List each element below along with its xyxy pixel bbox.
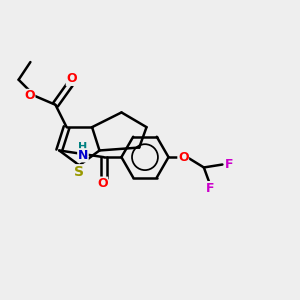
Text: F: F	[206, 182, 214, 195]
Text: O: O	[97, 177, 108, 190]
Text: O: O	[66, 72, 77, 86]
Text: F: F	[225, 158, 233, 171]
Text: O: O	[178, 151, 189, 164]
Text: O: O	[24, 89, 35, 102]
Text: S: S	[74, 165, 84, 179]
Text: H: H	[78, 142, 88, 152]
Text: N: N	[78, 149, 88, 162]
